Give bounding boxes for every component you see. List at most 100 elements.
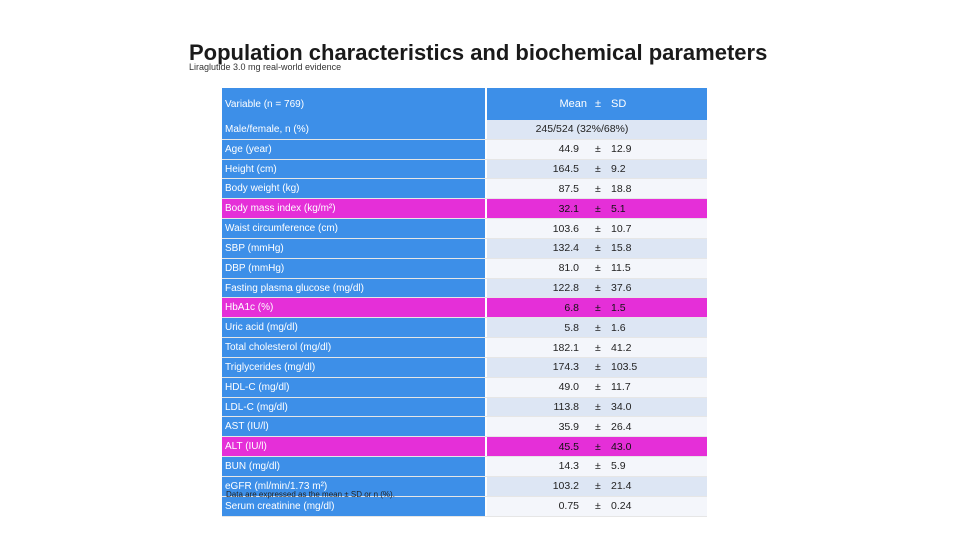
row-pm: ± bbox=[595, 182, 601, 195]
row-mean: 35.9 bbox=[558, 420, 579, 433]
row-label: Fasting plasma glucose (mg/dl) bbox=[222, 278, 485, 298]
row-sd: 1.6 bbox=[611, 321, 626, 334]
row-pm: ± bbox=[595, 361, 601, 374]
row-pm: ± bbox=[595, 341, 601, 354]
table-row: Body mass index (kg/m²) 32.1 ±5.1 bbox=[222, 199, 707, 220]
row-pm: ± bbox=[595, 381, 601, 394]
row-sd: 1.5 bbox=[611, 301, 626, 314]
row-values: 6.8 ±1.5 bbox=[487, 298, 707, 318]
row-mean: 164.5 bbox=[552, 163, 579, 176]
row-sd: 37.6 bbox=[611, 282, 632, 295]
row-sd: 41.2 bbox=[611, 341, 632, 354]
row-values: 103.2 ±21.4 bbox=[487, 476, 707, 496]
row-pm: ± bbox=[595, 440, 601, 453]
row-mean: 103.6 bbox=[552, 222, 579, 235]
row-label: ALT (IU/l) bbox=[222, 437, 485, 457]
row-mean: 6.8 bbox=[564, 301, 579, 314]
table-row: SBP (mmHg) 132.4 ±15.8 bbox=[222, 238, 707, 259]
row-values: 45.5 ±43.0 bbox=[487, 437, 707, 457]
row-pm: ± bbox=[595, 480, 601, 493]
row-label: HDL-C (mg/dl) bbox=[222, 377, 485, 397]
row-values: 49.0 ±11.7 bbox=[487, 377, 707, 397]
row-values: 0.75 ±0.24 bbox=[487, 496, 707, 516]
row-label: Body mass index (kg/m²) bbox=[222, 199, 485, 219]
row-pm: ± bbox=[595, 202, 601, 215]
row-pm: ± bbox=[595, 282, 601, 295]
table-row: LDL-C (mg/dl) 113.8 ±34.0 bbox=[222, 397, 707, 418]
row-mean: 32.1 bbox=[558, 202, 579, 215]
row-label: Body weight (kg) bbox=[222, 179, 485, 199]
row-label: Total cholesterol (mg/dl) bbox=[222, 338, 485, 357]
row-sd: 0.24 bbox=[611, 500, 632, 513]
row-sd: 10.7 bbox=[611, 222, 632, 235]
row-sd: 43.0 bbox=[611, 440, 632, 453]
row-label: SBP (mmHg) bbox=[222, 238, 485, 258]
table-row: Male/female, n (%) 245/524 (32%/68%) bbox=[222, 120, 707, 140]
table-row: Fasting plasma glucose (mg/dl) 122.8 ±37.6 bbox=[222, 278, 707, 299]
characteristics-table: Variable (n = 769) Mean ± SD Male/female… bbox=[222, 88, 707, 517]
table-row: AST (IU/l) 35.9 ±26.4 bbox=[222, 417, 707, 438]
row-label: Age (year) bbox=[222, 139, 485, 159]
row-values: 182.1 ±41.2 bbox=[487, 338, 707, 357]
row-pm: ± bbox=[595, 262, 601, 275]
table-row: HDL-C (mg/dl) 49.0 ±11.7 bbox=[222, 377, 707, 398]
row-label: Waist circumference (cm) bbox=[222, 219, 485, 238]
row-sd: 11.5 bbox=[611, 262, 631, 275]
row-values: 32.1 ±5.1 bbox=[487, 199, 707, 219]
row-pm: ± bbox=[595, 242, 601, 255]
row-values: 245/524 (32%/68%) bbox=[487, 120, 707, 139]
row-pm: ± bbox=[595, 500, 601, 513]
row-sd: 5.1 bbox=[611, 202, 626, 215]
header-pm: ± bbox=[595, 98, 602, 110]
row-sd: 103.5 bbox=[611, 361, 638, 374]
row-values: 103.6 ±10.7 bbox=[487, 219, 707, 238]
row-mean: 174.3 bbox=[552, 361, 579, 374]
row-sd: 15.8 bbox=[611, 242, 632, 255]
row-values: 164.5 ±9.2 bbox=[487, 159, 707, 179]
page-subtitle: Liraglutide 3.0 mg real-world evidence bbox=[189, 62, 342, 72]
row-sd: 9.2 bbox=[611, 163, 626, 176]
row-mean: 122.8 bbox=[552, 282, 579, 295]
row-pm: ± bbox=[595, 420, 601, 433]
header-sd: SD bbox=[611, 98, 627, 110]
row-mean: 14.3 bbox=[558, 460, 579, 473]
row-values: 14.3 ±5.9 bbox=[487, 457, 707, 476]
row-sd: 11.7 bbox=[611, 381, 631, 394]
row-values: 81.0 ±11.5 bbox=[487, 258, 707, 278]
row-label: HbA1c (%) bbox=[222, 298, 485, 318]
table-header: Variable (n = 769) Mean ± SD bbox=[222, 88, 707, 120]
row-label: Height (cm) bbox=[222, 159, 485, 179]
row-mean: 5.8 bbox=[564, 321, 579, 334]
table-body: Male/female, n (%) 245/524 (32%/68%) Age (… bbox=[222, 120, 707, 517]
table-row: Uric acid (mg/dl) 5.8 ±1.6 bbox=[222, 318, 707, 339]
page-title: Population characteristics and biochemic… bbox=[189, 40, 768, 65]
row-sd: 34.0 bbox=[611, 401, 632, 413]
table-row: Waist circumference (cm) 103.6 ±10.7 bbox=[222, 219, 707, 239]
footnote: Data are expressed as the mean ± SD or n… bbox=[226, 490, 395, 499]
row-values: 5.8 ±1.6 bbox=[487, 318, 707, 338]
table-row: Serum creatinine (mg/dl) 0.75 ±0.24 bbox=[222, 496, 707, 517]
row-label: Serum creatinine (mg/dl) bbox=[222, 496, 485, 516]
row-mean: 81.0 bbox=[558, 262, 579, 275]
table-row: eGFR (ml/min/1.73 m²) 103.2 ±21.4 bbox=[222, 476, 707, 497]
header-stats: Mean ± SD bbox=[487, 88, 707, 120]
row-pm: ± bbox=[595, 321, 601, 334]
header-variable: Variable (n = 769) bbox=[222, 88, 485, 120]
row-sd: 5.9 bbox=[611, 460, 626, 473]
row-values: 87.5 ±18.8 bbox=[487, 179, 707, 199]
table-row: BUN (mg/dl) 14.3 ±5.9 bbox=[222, 457, 707, 477]
table-row: Body weight (kg) 87.5 ±18.8 bbox=[222, 179, 707, 200]
row-sd: 26.4 bbox=[611, 420, 632, 433]
row-mean: 103.2 bbox=[552, 480, 579, 493]
row-sd: 18.8 bbox=[611, 182, 632, 195]
row-values: 174.3 ±103.5 bbox=[487, 357, 707, 377]
row-mean: 49.0 bbox=[558, 381, 579, 394]
table-row: DBP (mmHg) 81.0 ±11.5 bbox=[222, 258, 707, 279]
row-label: Male/female, n (%) bbox=[222, 120, 485, 139]
row-label: BUN (mg/dl) bbox=[222, 457, 485, 476]
row-pm: ± bbox=[595, 163, 601, 176]
table-row: Triglycerides (mg/dl) 174.3 ±103.5 bbox=[222, 357, 707, 378]
row-values: 122.8 ±37.6 bbox=[487, 278, 707, 298]
row-mean: 0.75 bbox=[558, 500, 579, 513]
row-pm: ± bbox=[595, 460, 601, 473]
